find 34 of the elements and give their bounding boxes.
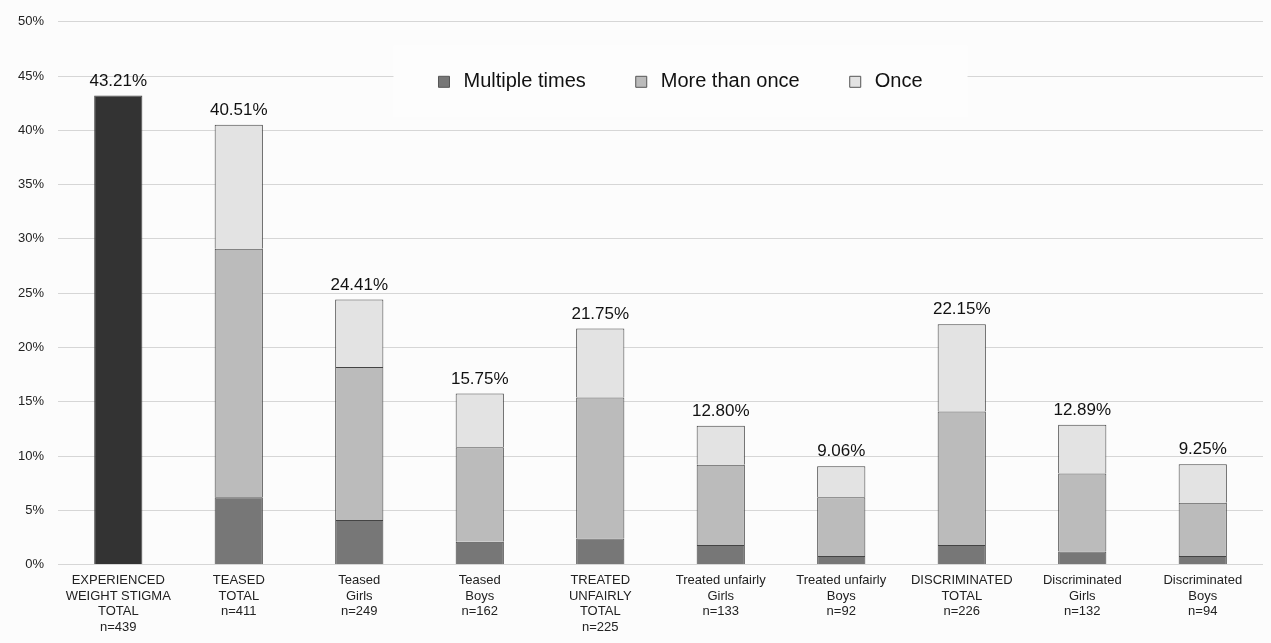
x-tick-label: Treated unfairly Boys n=92 [796,571,887,619]
total-label: 9.06% [817,441,866,461]
total-label: 21.75% [571,303,630,323]
legend-label: More than once [660,69,800,92]
y-tick-label: 40% [17,121,45,137]
total-label: 24.41% [330,274,389,294]
y-tick-label: 15% [17,393,45,409]
y-tick-label: 25% [17,284,45,300]
x-tick-label: EXPERIENCED WEIGHT STIGMA TOTAL n=439 [65,571,172,634]
x-tick-label: Discriminated Boys n=94 [1163,571,1243,619]
total-label: 22.15% [932,299,991,319]
x-tick-label: Discriminated Girls n=132 [1042,571,1122,619]
x-tick-label: TREATED UNFAIRLY TOTAL n=225 [568,571,632,634]
legend-label: Multiple times [463,69,586,92]
y-tick-label: 5% [25,501,45,517]
x-tick-label: DISCRIMINATED TOTAL n=226 [910,571,1013,619]
x-tick-label: TEASED TOTAL n=411 [212,571,265,619]
total-label: 43.21% [89,70,148,90]
x-tick-label: Teased Girls n=249 [338,571,381,619]
y-tick-label: 10% [17,447,45,463]
y-tick-label: 45% [17,67,45,83]
total-label: 12.80% [691,400,750,420]
legend-label: Once [874,69,923,92]
y-tick-label: 35% [17,176,45,192]
x-tick-label: Teased Boys n=162 [458,571,501,619]
total-label: 12.89% [1053,399,1112,419]
total-label: 9.25% [1178,439,1227,459]
y-tick-label: 30% [17,230,45,246]
y-tick-label: 50% [17,13,45,29]
total-label: 40.51% [209,100,268,120]
y-tick-label: 20% [17,339,45,355]
x-tick-label: Treated unfairly Girls n=133 [675,571,767,619]
y-tick-label: 0% [25,556,45,572]
total-label: 15.75% [450,368,509,388]
